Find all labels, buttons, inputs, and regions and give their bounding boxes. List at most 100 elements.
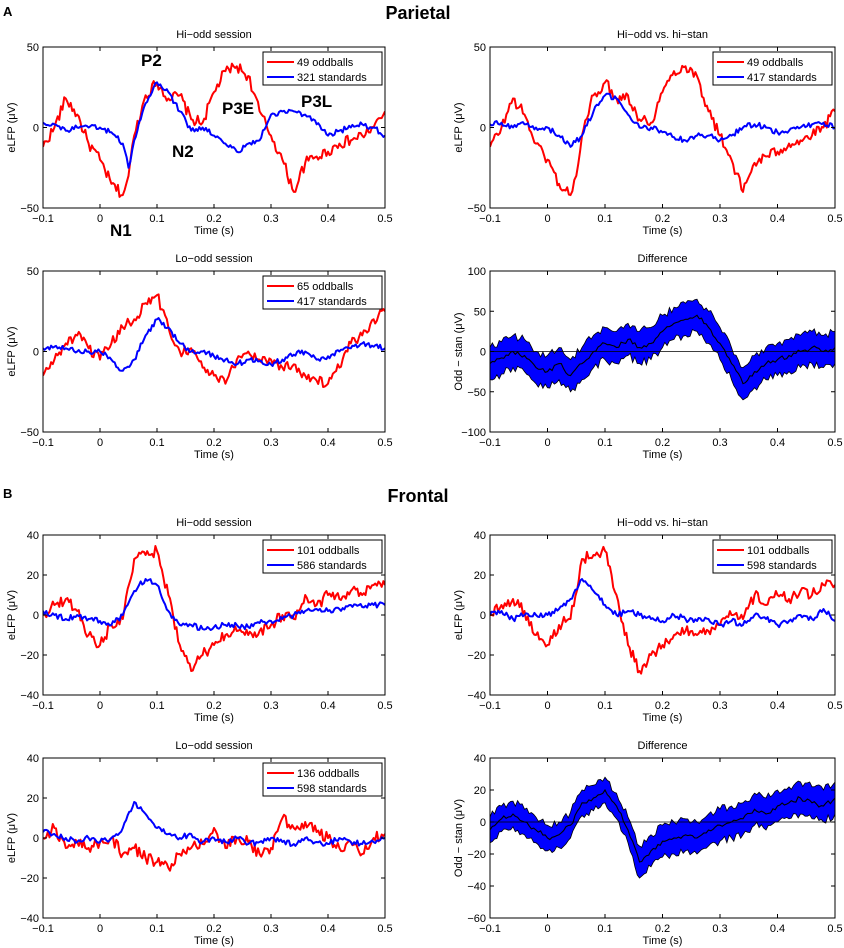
x-axis-label: Time (s) (194, 712, 234, 724)
legend-entry: 136 oddballs (297, 768, 360, 780)
section-a-letter: A (3, 4, 13, 19)
y-tick-label: 0 (33, 347, 39, 359)
x-tick-label: 0.4 (320, 923, 335, 935)
legend-box (262, 762, 383, 797)
panel-6: Hi−odd vs. hi−stan −0.1 0 0.1 0.2 0.3 0.4 0.5 −4… (453, 517, 843, 724)
traces (490, 545, 835, 675)
panel-title: Lo−odd session (175, 253, 252, 265)
x-tick-label: 0 (97, 923, 103, 935)
y-tick-label: 40 (27, 753, 39, 765)
y-tick-label: −40 (467, 881, 486, 893)
y-tick-label: 0 (480, 817, 486, 829)
series-line-2 (43, 317, 385, 372)
y-tick-label: −50 (20, 203, 39, 215)
series-line-1 (43, 545, 385, 672)
legend-entry: 49 oddballs (297, 57, 354, 69)
panel-8: Difference −0.1 0 0.1 0.2 0.3 0.4 0.5 −60 −40 −20 0… (453, 740, 843, 947)
x-tick-label: 0.2 (655, 437, 670, 449)
y-tick-label: 20 (474, 570, 486, 582)
x-tick-label: 0 (544, 923, 550, 935)
x-tick-label: 0.5 (827, 437, 842, 449)
x-axis-label: Time (s) (643, 712, 683, 724)
traces (490, 776, 835, 879)
legend-entry: 101 oddballs (297, 545, 360, 557)
y-axis-label: eLFP (μV) (6, 326, 18, 376)
traces (490, 64, 835, 197)
y-axis-label: Odd − stan (μV) (453, 312, 465, 390)
erp-annotations: P2 N1 N2 P3E P3L (110, 51, 332, 240)
confidence-band (490, 298, 835, 401)
x-tick-label: 0 (97, 700, 103, 712)
legend-entry: 49 oddballs (747, 57, 804, 69)
x-tick-label: 0 (544, 700, 550, 712)
legend-box (262, 539, 383, 574)
x-tick-label: 0.2 (206, 437, 221, 449)
y-tick-label: −20 (467, 849, 486, 861)
legend-entry: 598 standards (297, 783, 367, 795)
x-tick-label: 0.2 (206, 213, 221, 225)
x-tick-label: −0.1 (479, 923, 501, 935)
x-tick-label: 0.5 (377, 213, 392, 225)
x-axis-label: Time (s) (194, 449, 234, 461)
panel-4: Difference −0.1 0 0.1 0.2 0.3 0.4 0.5 −100 −50 0 50… (453, 253, 843, 461)
x-axis-label: Time (s) (643, 225, 683, 237)
annotation-p3e: P3E (222, 99, 254, 118)
x-tick-label: 0.2 (206, 923, 221, 935)
y-tick-label: −40 (20, 690, 39, 702)
legend-box (262, 275, 383, 310)
section-b-title: Frontal (388, 486, 449, 506)
y-tick-label: −20 (20, 873, 39, 885)
x-tick-label: 0.4 (770, 700, 785, 712)
annotation-p3l: P3L (301, 92, 332, 111)
y-tick-label: 0 (480, 610, 486, 622)
panel-1: Hi−odd session −0.1 0 0.1 0.2 0.3 0.4 0.5 −50 0 50… (6, 29, 393, 237)
legend-box (712, 51, 833, 86)
y-tick-label: −20 (20, 650, 39, 662)
y-tick-label: 0 (33, 123, 39, 135)
x-tick-label: 0.3 (712, 213, 727, 225)
x-tick-label: 0.4 (770, 437, 785, 449)
y-tick-label: −60 (467, 913, 486, 925)
x-tick-label: 0.3 (712, 700, 727, 712)
panel-3: Lo−odd session −0.1 0 0.1 0.2 0.3 0.4 0.5 −50 0 50… (6, 253, 393, 461)
y-tick-label: 50 (474, 306, 486, 318)
panel-title: Lo−odd session (175, 740, 252, 752)
x-tick-label: 0.5 (377, 700, 392, 712)
x-tick-label: 0.4 (320, 437, 335, 449)
x-tick-label: 0 (544, 437, 550, 449)
legend-box (712, 539, 833, 574)
annotation-p2: P2 (141, 51, 162, 70)
x-tick-label: 0.1 (597, 213, 612, 225)
y-tick-label: −20 (467, 650, 486, 662)
y-tick-label: −100 (461, 427, 486, 439)
y-tick-label: −40 (20, 913, 39, 925)
x-tick-label: 0.1 (149, 700, 164, 712)
x-tick-label: −0.1 (479, 700, 501, 712)
x-tick-label: 0.5 (827, 923, 842, 935)
legend-entry: 65 oddballs (297, 281, 354, 293)
y-tick-label: 20 (27, 570, 39, 582)
panel-title: Difference (638, 740, 688, 752)
panel-title: Hi−odd vs. hi−stan (617, 29, 708, 41)
y-tick-label: 0 (33, 610, 39, 622)
x-tick-label: 0 (544, 213, 550, 225)
y-tick-label: 20 (27, 793, 39, 805)
x-tick-label: −0.1 (32, 213, 54, 225)
legend: 49 oddballs 417 standards (712, 51, 833, 86)
legend: 136 oddballs 598 standards (262, 762, 383, 797)
x-axis-label: Time (s) (194, 935, 234, 947)
x-tick-label: 0.3 (263, 700, 278, 712)
x-tick-label: −0.1 (32, 923, 54, 935)
x-tick-label: 0 (97, 213, 103, 225)
x-tick-label: 0.3 (712, 923, 727, 935)
y-tick-label: −50 (20, 427, 39, 439)
traces (43, 801, 385, 872)
y-tick-label: 100 (468, 266, 486, 278)
y-axis-label: eLFP (μV) (6, 813, 18, 863)
panel-title: Hi−odd session (176, 29, 252, 41)
traces (43, 293, 385, 388)
x-tick-label: 0.3 (712, 437, 727, 449)
legend-entry: 417 standards (747, 72, 817, 84)
traces (490, 298, 835, 401)
